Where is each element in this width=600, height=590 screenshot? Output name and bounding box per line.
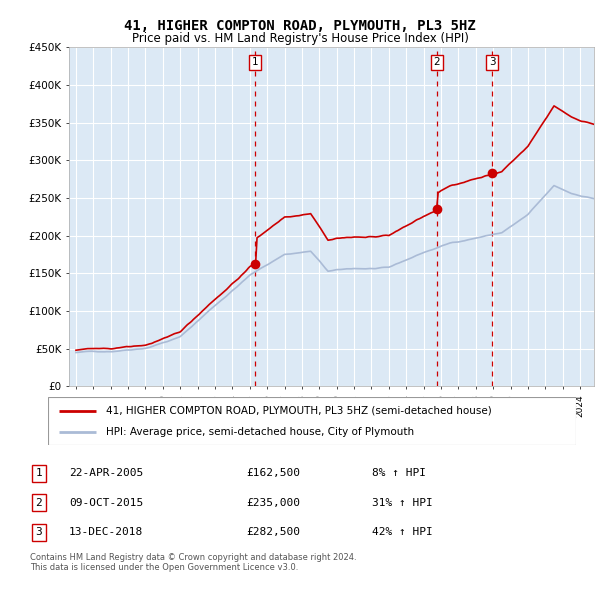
Text: 09-OCT-2015: 09-OCT-2015 — [69, 498, 143, 507]
Text: Price paid vs. HM Land Registry's House Price Index (HPI): Price paid vs. HM Land Registry's House … — [131, 32, 469, 45]
Text: 1: 1 — [35, 468, 43, 478]
Text: 2: 2 — [434, 57, 440, 67]
Text: 22-APR-2005: 22-APR-2005 — [69, 468, 143, 478]
Text: 2: 2 — [35, 498, 43, 507]
Text: Contains HM Land Registry data © Crown copyright and database right 2024.: Contains HM Land Registry data © Crown c… — [30, 553, 356, 562]
Text: 41, HIGHER COMPTON ROAD, PLYMOUTH, PL3 5HZ: 41, HIGHER COMPTON ROAD, PLYMOUTH, PL3 5… — [124, 19, 476, 33]
Text: This data is licensed under the Open Government Licence v3.0.: This data is licensed under the Open Gov… — [30, 563, 298, 572]
Text: 3: 3 — [489, 57, 496, 67]
Text: £162,500: £162,500 — [246, 468, 300, 478]
Text: £282,500: £282,500 — [246, 527, 300, 537]
Text: 1: 1 — [252, 57, 259, 67]
Text: 31% ↑ HPI: 31% ↑ HPI — [372, 498, 433, 507]
Text: 41, HIGHER COMPTON ROAD, PLYMOUTH, PL3 5HZ (semi-detached house): 41, HIGHER COMPTON ROAD, PLYMOUTH, PL3 5… — [106, 405, 492, 415]
Text: HPI: Average price, semi-detached house, City of Plymouth: HPI: Average price, semi-detached house,… — [106, 427, 414, 437]
Text: 3: 3 — [35, 527, 43, 537]
Text: £235,000: £235,000 — [246, 498, 300, 507]
Text: 42% ↑ HPI: 42% ↑ HPI — [372, 527, 433, 537]
Text: 8% ↑ HPI: 8% ↑ HPI — [372, 468, 426, 478]
FancyBboxPatch shape — [48, 397, 576, 445]
Text: 13-DEC-2018: 13-DEC-2018 — [69, 527, 143, 537]
